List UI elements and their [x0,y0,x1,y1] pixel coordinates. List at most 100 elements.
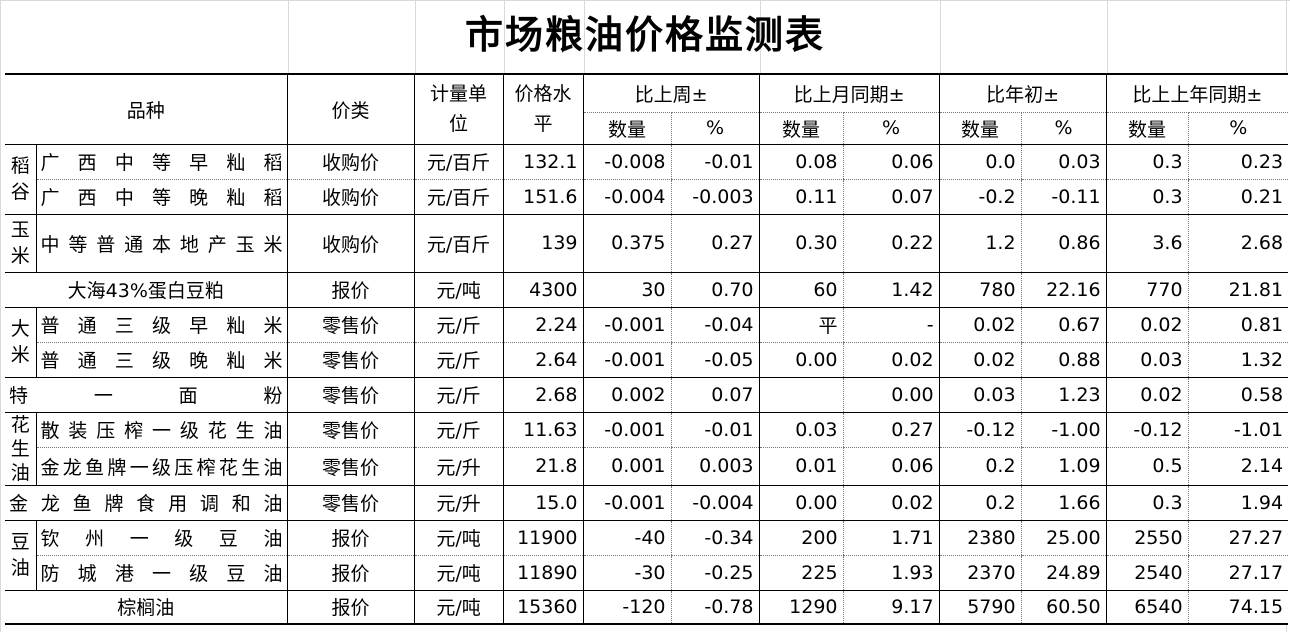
week-pct: 0.07 [670,376,760,413]
month-qty: 225 [758,554,844,591]
table-row: 棕榈油 报价 元/吨 15360 -120 -0.78 1290 9.17 57… [5,589,1289,625]
month-qty: 60 [758,271,844,308]
last-year-qty: 770 [1105,271,1189,308]
month-qty: 0.08 [758,143,844,180]
variety-name: 普通三级早籼米 [35,306,288,343]
last-year-pct: 2.14 [1187,446,1289,486]
year-start-pct: 0.86 [1020,213,1107,273]
category-soybean-oil: 豆油 [5,519,36,591]
last-year-qty: 0.02 [1105,376,1189,413]
variety-name: 广西中等晚籼稻 [35,178,288,215]
header-pct: % [1187,111,1289,145]
price-type: 零售价 [286,376,415,413]
year-start-pct: 1.23 [1020,376,1107,413]
price: 15360 [502,589,584,625]
table-row: 玉米 中等普通本地产玉米 收购价 元/百斤 139 0.375 0.27 0.3… [5,213,1289,273]
price-type: 收购价 [286,213,415,273]
price: 11900 [502,519,584,556]
last-year-qty: 0.3 [1105,178,1189,215]
year-start-qty: 2380 [938,519,1022,556]
year-start-qty: 0.02 [938,306,1022,343]
week-qty: 0.375 [582,213,672,273]
variety-name: 普通三级晚籼米 [35,341,288,378]
header-row-1: 品种 价类 计量单位 价格水平 比上周± 比上月同期± 比年初± 比上上年同期± [5,73,1289,145]
month-pct: 0.07 [842,178,940,215]
price: 132.1 [502,143,584,180]
week-qty: -120 [582,589,672,625]
header-vs-year-start: 比年初± [938,73,1107,113]
price-type: 零售价 [286,446,415,486]
table-row: 特一面粉 零售价 元/斤 2.68 0.002 0.07 0.00 0.03 1… [5,376,1289,413]
category-corn: 玉米 [5,213,36,273]
variety-name: 广西中等早籼稻 [35,143,288,180]
unit: 元/升 [413,446,504,486]
year-start-qty: 0.02 [938,341,1022,378]
last-year-pct: 1.32 [1187,341,1289,378]
variety-name: 特一面粉 [5,376,288,413]
table-row: 普通三级晚籼米 零售价 元/斤 2.64 -0.001 -0.05 0.00 0… [5,341,1289,378]
month-pct: 1.93 [842,554,940,591]
last-year-pct: 0.23 [1187,143,1289,180]
month-qty: 0.30 [758,213,844,273]
unit: 元/百斤 [413,143,504,180]
week-pct: 0.003 [670,446,760,486]
month-pct: 9.17 [842,589,940,625]
year-start-qty: 5790 [938,589,1022,625]
variety-name: 金龙鱼牌一级压榨花生油 [35,446,288,486]
page-title: 市场粮油价格监测表 [464,12,825,57]
week-qty: -0.001 [582,306,672,343]
last-year-pct: -1.01 [1187,411,1289,448]
month-qty: 1290 [758,589,844,625]
week-pct: -0.01 [670,411,760,448]
month-qty: 200 [758,519,844,556]
year-start-qty: 0.03 [938,376,1022,413]
week-qty: -0.004 [582,178,672,215]
price-type: 零售价 [286,411,415,448]
price: 11.63 [502,411,584,448]
month-pct: 0.22 [842,213,940,273]
table-row: 大米 普通三级早籼米 零售价 元/斤 2.24 -0.001 -0.04 平 -… [5,306,1289,378]
price: 21.8 [502,446,584,486]
month-qty: 0.11 [758,178,844,215]
price: 15.0 [502,484,584,521]
variety-name: 棕榈油 [5,589,288,625]
header-vs-last-week: 比上周± [582,73,760,113]
header-pct: % [842,111,940,145]
month-pct: - [842,306,940,343]
week-qty: -30 [582,554,672,591]
week-pct: -0.05 [670,341,760,378]
month-pct: 0.00 [842,376,940,413]
year-start-pct: 0.88 [1020,341,1107,378]
last-year-qty: 0.03 [1105,341,1189,378]
unit: 元/斤 [413,411,504,448]
last-year-qty: 2540 [1105,554,1189,591]
header-qty: 数量 [1105,111,1189,145]
last-year-qty: 2550 [1105,519,1189,556]
month-pct: 0.02 [842,341,940,378]
year-start-qty: 1.2 [938,213,1022,273]
unit: 元/吨 [413,271,504,308]
last-year-qty: 0.3 [1105,143,1189,180]
price: 139 [502,213,584,273]
unit: 元/斤 [413,376,504,413]
variety-name: 金龙鱼牌食用调和油 [5,484,288,521]
last-year-pct: 0.81 [1187,306,1289,343]
header-vs-last-month: 比上月同期± [758,73,940,113]
variety-name: 大海43%蛋白豆粕 [5,271,288,308]
week-qty: -0.001 [582,484,672,521]
month-pct: 1.42 [842,271,940,308]
year-start-qty: 2370 [938,554,1022,591]
price: 11890 [502,554,584,591]
year-start-pct: 1.66 [1020,484,1107,521]
category-peanut-oil: 花生油 [5,411,36,486]
table-row: 防城港一级豆油 报价 元/吨 11890 -30 -0.25 225 1.93 … [5,554,1289,591]
table-row: 花生油 散装压榨一级花生油 零售价 元/斤 11.63 -0.001 -0.01… [5,411,1289,486]
year-start-qty: 0.2 [938,484,1022,521]
year-start-qty: -0.12 [938,411,1022,448]
table-row: 稻谷 广西中等早籼稻 收购价 元/百斤 132.1 -0.008 -0.01 0… [5,143,1289,215]
year-start-pct: 1.09 [1020,446,1107,486]
week-qty: -40 [582,519,672,556]
month-pct: 0.02 [842,484,940,521]
price: 2.68 [502,376,584,413]
unit: 元/吨 [413,554,504,591]
